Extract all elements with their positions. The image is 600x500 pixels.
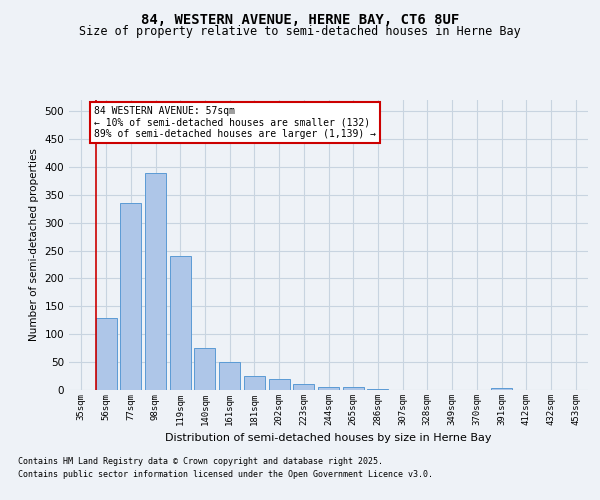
Bar	[244, 376, 265, 390]
Bar	[194, 348, 215, 390]
Bar	[293, 384, 314, 390]
X-axis label: Distribution of semi-detached houses by size in Herne Bay: Distribution of semi-detached houses by …	[165, 434, 492, 444]
Y-axis label: Number of semi-detached properties: Number of semi-detached properties	[29, 148, 39, 342]
Bar	[343, 387, 364, 390]
Bar	[170, 256, 191, 390]
Bar	[318, 386, 339, 390]
Bar	[120, 203, 141, 390]
Bar	[219, 362, 240, 390]
Text: 84 WESTERN AVENUE: 57sqm
← 10% of semi-detached houses are smaller (132)
89% of : 84 WESTERN AVENUE: 57sqm ← 10% of semi-d…	[94, 106, 376, 139]
Text: Contains public sector information licensed under the Open Government Licence v3: Contains public sector information licen…	[18, 470, 433, 479]
Text: Contains HM Land Registry data © Crown copyright and database right 2025.: Contains HM Land Registry data © Crown c…	[18, 458, 383, 466]
Text: Size of property relative to semi-detached houses in Herne Bay: Size of property relative to semi-detach…	[79, 25, 521, 38]
Bar	[269, 379, 290, 390]
Bar	[95, 318, 116, 390]
Text: 84, WESTERN AVENUE, HERNE BAY, CT6 8UF: 84, WESTERN AVENUE, HERNE BAY, CT6 8UF	[141, 12, 459, 26]
Bar	[145, 172, 166, 390]
Bar	[491, 388, 512, 390]
